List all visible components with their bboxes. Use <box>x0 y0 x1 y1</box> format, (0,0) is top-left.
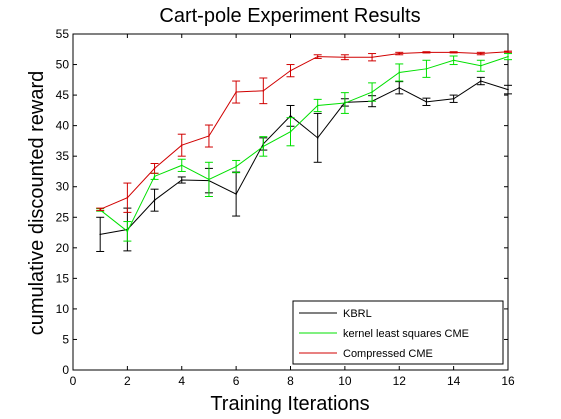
data-point <box>507 50 509 53</box>
data-point <box>208 135 210 137</box>
x-tick-label: 6 <box>233 374 240 388</box>
plot-area: 0 2 4 6 8 10 12 14 16 0 5 10 15 20 25 30 35 40 45 50 55 KBRL k… <box>56 27 515 388</box>
x-tick-label: 16 <box>501 374 515 388</box>
data-point <box>180 164 183 167</box>
data-point <box>398 71 401 74</box>
data-point <box>316 137 319 139</box>
data-point <box>398 52 401 55</box>
legend-label: kernel least squares CME <box>343 328 469 340</box>
data-point <box>289 130 292 133</box>
data-point <box>371 56 373 59</box>
y-tick-label: 50 <box>56 58 70 72</box>
y-axis-label: cumulative discounted reward <box>26 71 48 336</box>
data-point <box>208 178 210 181</box>
legend-label: Compressed CME <box>343 348 433 360</box>
data-point <box>425 68 428 70</box>
data-point <box>480 52 482 55</box>
y-tick-label: 30 <box>56 180 70 194</box>
data-point <box>99 208 101 211</box>
data-point <box>126 196 129 199</box>
data-point <box>452 97 455 100</box>
y-tick-label: 5 <box>62 332 69 346</box>
data-point <box>262 145 265 148</box>
data-point <box>452 59 455 62</box>
data-point <box>398 86 401 89</box>
series-line <box>100 80 509 235</box>
x-tick-label: 10 <box>338 374 352 388</box>
data-point <box>235 165 237 168</box>
x-tick-label: 12 <box>393 374 407 388</box>
data-point <box>289 69 292 72</box>
data-point <box>153 199 156 201</box>
data-point <box>126 230 129 233</box>
data-point <box>316 104 319 107</box>
x-tick-label: 14 <box>447 374 461 388</box>
data-point <box>452 51 455 54</box>
data-point <box>153 175 156 178</box>
data-point <box>480 64 482 67</box>
data-point <box>507 88 509 91</box>
y-tick-label: 15 <box>56 271 70 285</box>
data-point <box>289 115 292 117</box>
data-point <box>153 167 156 170</box>
x-tick-label: 4 <box>178 374 185 388</box>
series-line <box>99 56 509 233</box>
data-point <box>507 55 509 58</box>
y-tick-label: 25 <box>56 210 70 224</box>
data-point <box>235 193 237 195</box>
data-point <box>371 91 373 93</box>
series-line <box>99 51 509 210</box>
data-point <box>316 55 319 58</box>
x-tick-label: 0 <box>70 374 77 388</box>
data-point <box>235 91 237 93</box>
data-point <box>480 80 482 82</box>
series-2 <box>96 50 512 213</box>
y-tick-label: 20 <box>56 241 70 255</box>
data-point <box>180 179 183 181</box>
chart-title: Cart-pole Experiment Results <box>159 5 420 27</box>
data-point <box>344 102 346 104</box>
series-0 <box>96 76 512 252</box>
data-point <box>262 90 265 92</box>
y-tick-label: 10 <box>56 302 70 316</box>
y-tick-label: 35 <box>56 149 70 163</box>
data-point <box>425 101 428 103</box>
y-tick-label: 0 <box>62 363 69 377</box>
legend-label: KBRL <box>343 308 372 320</box>
data-point <box>99 233 101 236</box>
data-point <box>180 144 183 146</box>
x-tick-label: 8 <box>287 374 294 388</box>
x-tick-label: 2 <box>124 374 131 388</box>
legend: KBRL kernel least squares CME Compressed C… <box>292 300 504 365</box>
data-point <box>425 51 428 54</box>
data-point <box>344 56 346 59</box>
y-tick-label: 45 <box>56 88 70 102</box>
x-axis-label: Training Iterations <box>210 393 369 415</box>
y-tick-label: 40 <box>56 119 70 133</box>
y-tick-label: 55 <box>56 27 70 41</box>
